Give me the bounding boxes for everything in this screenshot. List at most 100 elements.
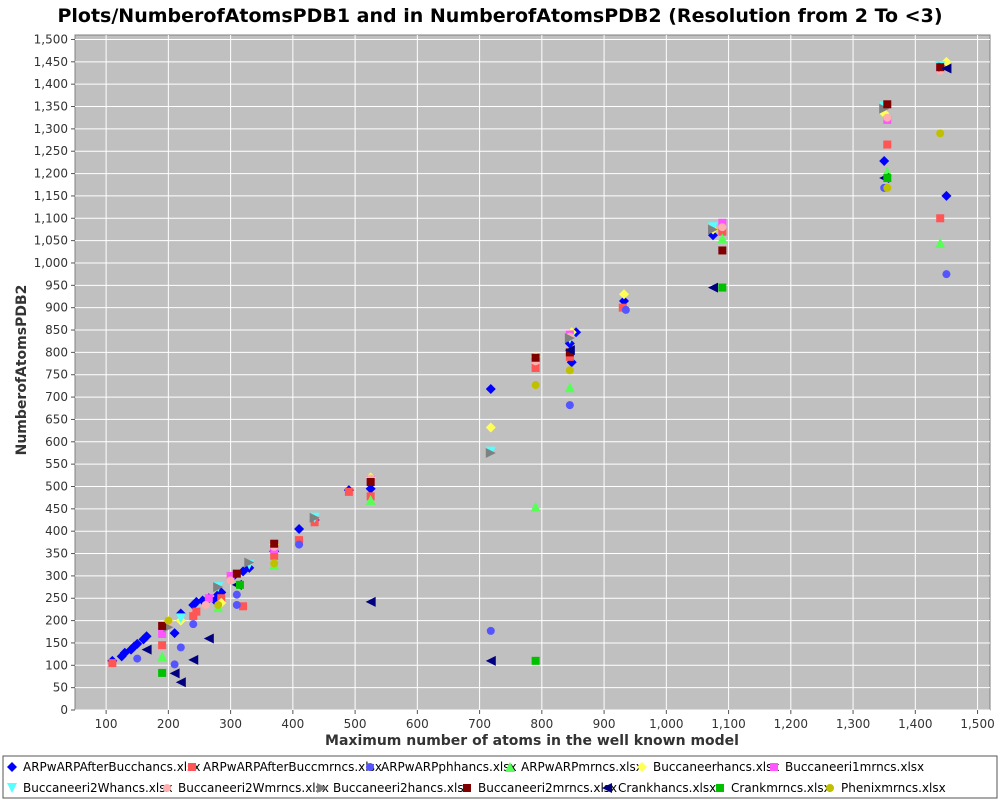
y-tick-label: 700 [45, 390, 68, 404]
data-point [936, 214, 945, 223]
data-point [564, 333, 575, 344]
data-point [883, 113, 892, 122]
data-point [718, 227, 727, 236]
legend-marker [826, 784, 834, 792]
y-tick-label: 550 [45, 457, 68, 471]
x-tick-label: 900 [593, 717, 616, 731]
legend-marker [188, 763, 196, 771]
x-tick-label: 800 [530, 717, 553, 731]
legend-label: Buccaneeri2mrncs.xlsx [478, 781, 617, 795]
data-point [936, 63, 945, 72]
legend-item: ARPwARPmrncs.xlsx [505, 760, 643, 774]
legend-label: Buccaneeri2hancs.xlsx [333, 781, 471, 795]
data-point [141, 644, 152, 655]
data-point [565, 352, 574, 361]
data-point [879, 156, 890, 167]
legend-label: Buccaneerhancs.xlsx [653, 760, 780, 774]
x-tick-label: 700 [468, 717, 491, 731]
data-point [942, 270, 951, 279]
x-tick-label: 1,200 [774, 717, 808, 731]
legend-item: Buccaneeri2Wmrncs.xlsx [163, 781, 329, 795]
data-point [564, 382, 575, 393]
data-point [619, 289, 629, 300]
y-tick-label: 1,250 [34, 144, 68, 158]
y-tick-label: 150 [45, 636, 68, 650]
x-tick-label: 1,100 [711, 717, 745, 731]
data-point [883, 140, 892, 149]
legend-item: Crankhancs.xlsx [602, 781, 716, 795]
data-point [176, 643, 185, 652]
data-point [708, 282, 719, 293]
data-point [295, 540, 304, 549]
data-point [717, 233, 728, 244]
y-tick-label: 750 [45, 368, 68, 382]
data-point [201, 600, 210, 609]
data-point [189, 612, 198, 621]
data-point [239, 602, 248, 611]
data-point [164, 616, 173, 625]
legend-label: ARPwARPAfterBuccmrncs.xlsx [203, 760, 382, 774]
data-points [107, 56, 952, 688]
legend-label: ARPwARPAfterBucchancs.xlsx [23, 760, 200, 774]
data-point [175, 613, 186, 624]
y-tick-label: 650 [45, 412, 68, 426]
legend-marker [366, 763, 374, 771]
data-point [226, 571, 235, 580]
data-point [883, 174, 892, 183]
y-tick-label: 1,500 [34, 32, 68, 46]
data-point [170, 660, 179, 669]
data-point [366, 478, 375, 487]
y-tick-label: 300 [45, 569, 68, 583]
data-point [531, 353, 540, 362]
data-point [188, 654, 199, 665]
data-point [203, 633, 214, 644]
y-tick-label: 850 [45, 323, 68, 337]
data-point [309, 512, 320, 523]
data-point [531, 656, 540, 665]
y-tick-label: 1,050 [34, 234, 68, 248]
y-tick-label: 1,300 [34, 122, 68, 136]
data-point [158, 668, 167, 677]
x-tick-label: 600 [406, 717, 429, 731]
data-point [169, 628, 180, 639]
y-tick-label: 500 [45, 479, 68, 493]
y-tick-label: 1,100 [34, 211, 68, 225]
y-tick-label: 1,350 [34, 100, 68, 114]
data-point [214, 600, 223, 609]
legend-marker [163, 784, 171, 792]
data-point [718, 283, 727, 292]
data-point [621, 305, 630, 314]
data-point [941, 190, 952, 201]
y-tick-label: 0 [60, 703, 68, 717]
legend-label: Phenixmrncs.xlsx [841, 781, 946, 795]
data-point [936, 129, 945, 138]
legend-marker [716, 784, 724, 792]
data-point [531, 364, 540, 373]
data-point [882, 166, 893, 177]
data-point [718, 218, 727, 227]
data-point [365, 483, 376, 494]
y-tick-label: 400 [45, 524, 68, 538]
legend-marker [770, 763, 778, 771]
data-point [485, 384, 496, 395]
x-tick-label: 1,300 [836, 717, 870, 731]
legend-item: Buccaneeri2mrncs.xlsx [463, 781, 617, 795]
legend-marker [317, 783, 327, 793]
y-tick-label: 1,450 [34, 55, 68, 69]
data-point [204, 594, 213, 603]
data-point [244, 557, 255, 568]
x-tick-label: 300 [219, 717, 242, 731]
plot-area [74, 34, 991, 711]
y-tick-label: 950 [45, 278, 68, 292]
data-point [270, 551, 279, 560]
y-tick-label: 200 [45, 614, 68, 628]
data-point [132, 638, 143, 649]
data-point [935, 237, 946, 248]
legend-item: Phenixmrncs.xlsx [826, 781, 946, 795]
legend-item: ARPwARPphhancs.xlsx [366, 760, 517, 774]
y-tick-label: 350 [45, 547, 68, 561]
legend-label: Buccaneeri2Whancs.xlsx [23, 781, 173, 795]
y-tick-label: 800 [45, 345, 68, 359]
y-axis-label: NumberofAtomsPDB2 [14, 285, 30, 456]
